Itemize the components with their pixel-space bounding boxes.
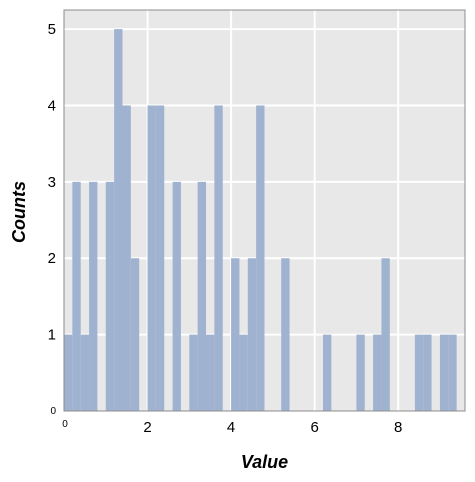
histogram-bar xyxy=(423,334,432,411)
histogram-bar xyxy=(105,181,115,411)
histogram-bar xyxy=(172,181,181,411)
y-tick-labels: 0 1 2 3 4 5 xyxy=(48,21,57,417)
histogram-bar xyxy=(64,334,73,411)
histogram-bar xyxy=(122,105,131,411)
y-tick-label: 3 xyxy=(48,174,56,191)
histogram-bar xyxy=(448,334,457,411)
histogram-bar xyxy=(281,258,290,411)
y-axis-label: Counts xyxy=(9,181,29,243)
histogram-bar xyxy=(231,258,240,411)
histogram-bar xyxy=(373,334,382,411)
x-tick-label: 2 xyxy=(143,419,151,436)
histogram-bar xyxy=(147,105,156,411)
histogram-bar xyxy=(155,105,165,411)
x-tick-label: 6 xyxy=(310,419,318,436)
histogram-bar xyxy=(197,181,207,411)
histogram-bar xyxy=(206,334,215,411)
histogram-bar xyxy=(130,258,140,411)
histogram-bar xyxy=(439,334,449,411)
x-tick-label: 4 xyxy=(227,419,235,436)
histogram-bar xyxy=(72,181,81,411)
histogram-bar xyxy=(356,334,365,411)
histogram-bar xyxy=(114,29,123,411)
histogram-bar xyxy=(214,105,223,411)
y-tick-label: 2 xyxy=(48,250,56,267)
histogram-bar xyxy=(247,258,257,411)
histogram-bar xyxy=(189,334,198,411)
x-tick-labels: 0 2 4 6 8 xyxy=(62,419,402,436)
histogram-bars xyxy=(64,29,457,411)
histogram-bar xyxy=(322,334,332,411)
x-tick-label: 0 xyxy=(62,419,68,430)
x-axis-label: Value xyxy=(241,452,288,472)
histogram-bar xyxy=(89,181,98,411)
histogram-bar xyxy=(381,258,390,411)
histogram-bar xyxy=(414,334,424,411)
y-tick-label: 1 xyxy=(48,327,56,344)
plot-border xyxy=(63,9,466,412)
y-tick-label: 4 xyxy=(48,97,56,114)
histogram-bar xyxy=(256,105,265,411)
x-tick-label: 8 xyxy=(394,419,402,436)
histogram-bar xyxy=(80,334,90,411)
histogram-bar xyxy=(239,334,248,411)
y-tick-label: 0 xyxy=(50,406,56,417)
y-tick-label: 5 xyxy=(48,21,56,38)
